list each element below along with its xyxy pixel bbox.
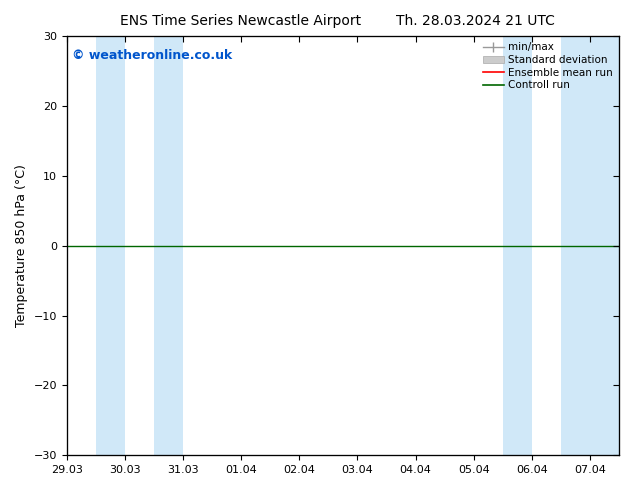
Text: Th. 28.03.2024 21 UTC: Th. 28.03.2024 21 UTC: [396, 14, 555, 28]
Text: ENS Time Series Newcastle Airport: ENS Time Series Newcastle Airport: [120, 14, 361, 28]
Bar: [154, 36, 183, 455]
Text: © weatheronline.co.uk: © weatheronline.co.uk: [72, 49, 233, 62]
Bar: [96, 36, 125, 455]
Legend: min/max, Standard deviation, Ensemble mean run, Controll run: min/max, Standard deviation, Ensemble me…: [479, 38, 617, 95]
Bar: [503, 36, 532, 455]
Y-axis label: Temperature 850 hPa (°C): Temperature 850 hPa (°C): [15, 164, 28, 327]
Bar: [561, 36, 619, 455]
